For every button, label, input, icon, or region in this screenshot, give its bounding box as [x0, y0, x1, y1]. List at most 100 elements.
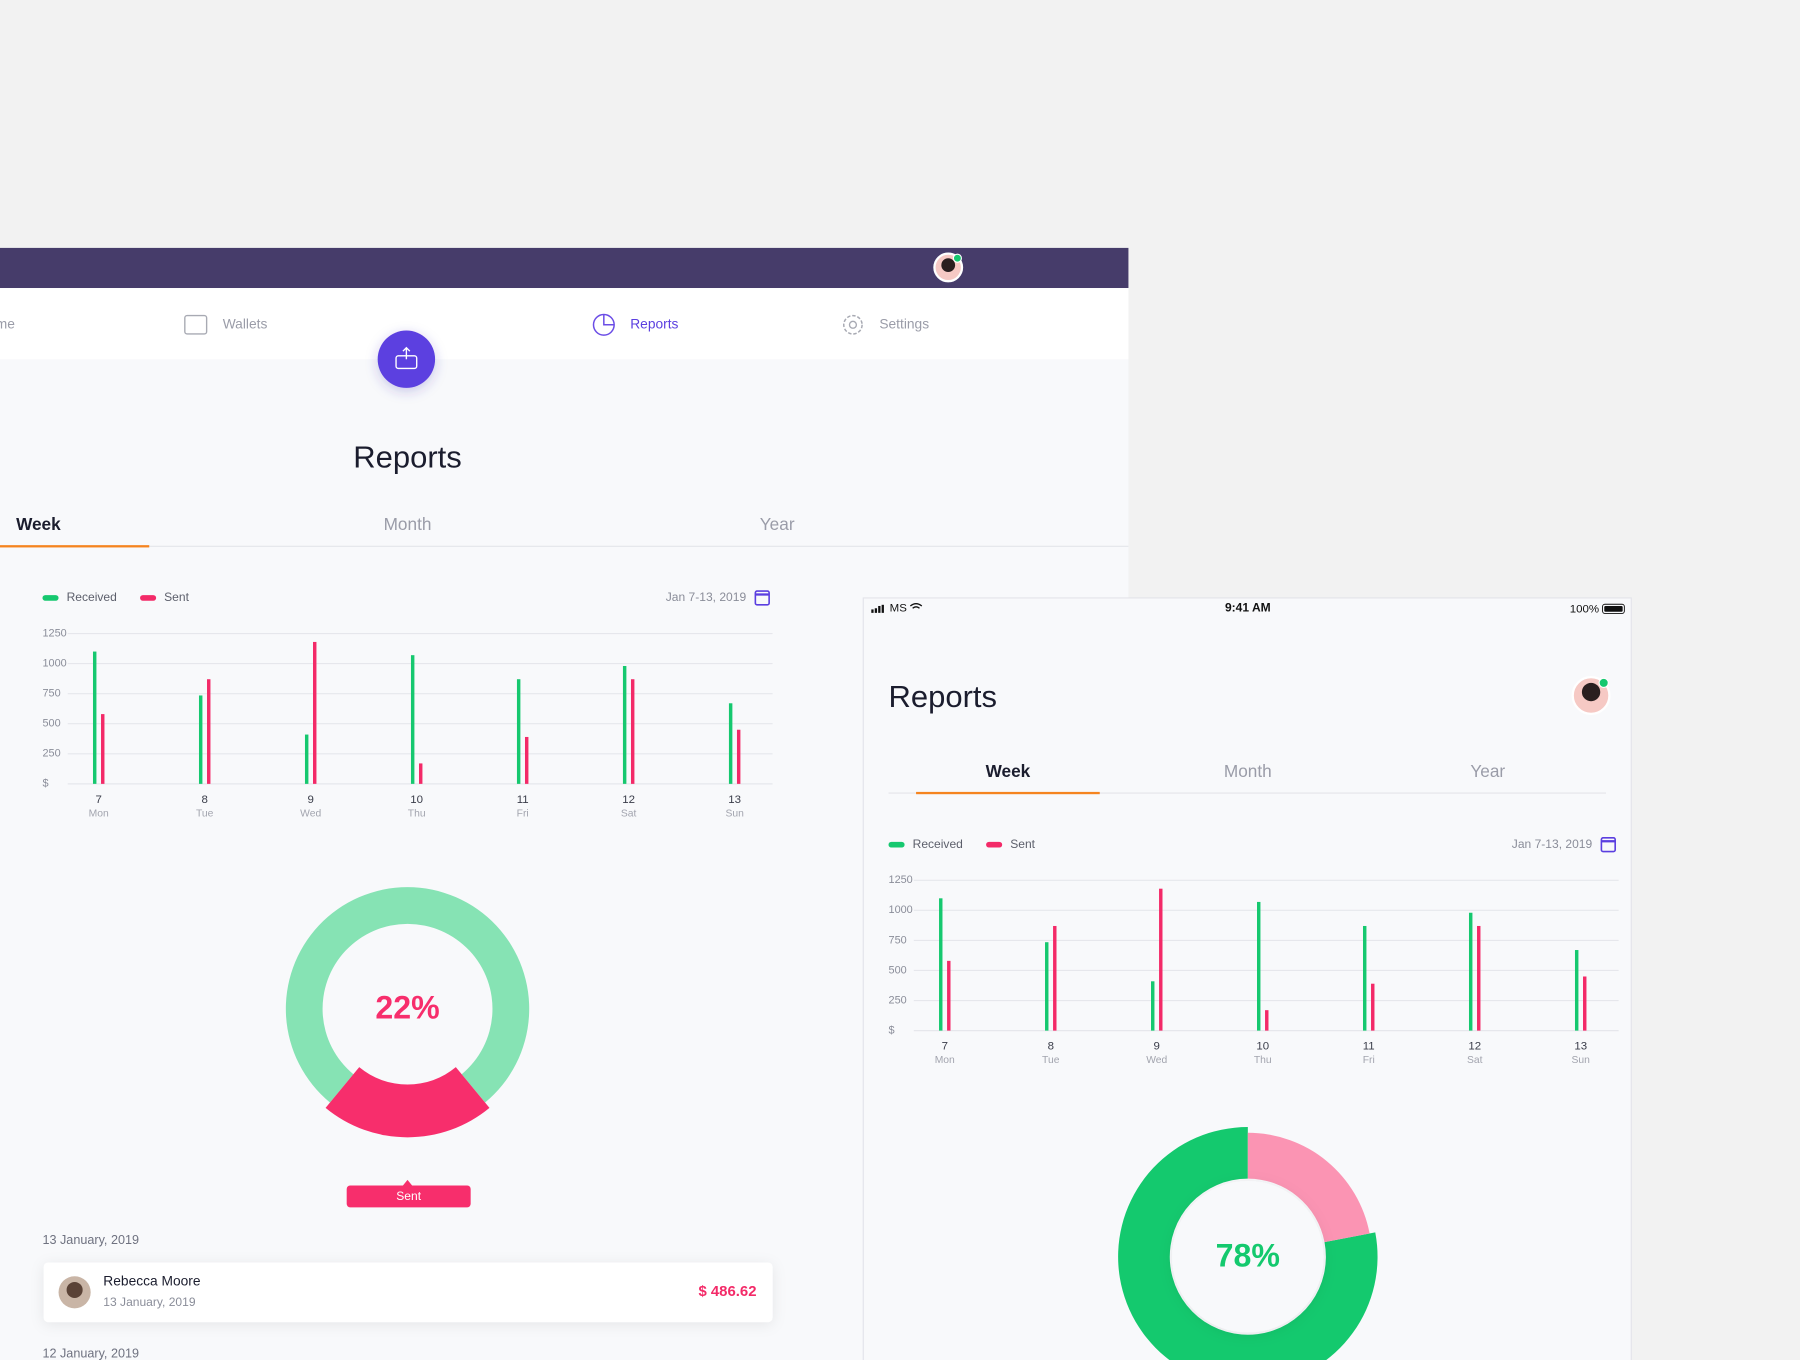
tab[interactable]: Year [1470, 761, 1505, 781]
x-tick-label: 7 [942, 1041, 948, 1053]
contact-name: Rebecca Moore [103, 1274, 201, 1289]
y-tick-label: $ [42, 778, 48, 790]
x-tick-label: 11 [1363, 1041, 1375, 1053]
donut-segment [1247, 1132, 1370, 1243]
transaction-amount: $ 486.62 [698, 1283, 756, 1300]
x-tick-label: 13 [728, 794, 741, 806]
bar [1371, 983, 1375, 1031]
x-tick-sublabel: Sat [1467, 1055, 1483, 1066]
x-tick-label: 12 [1468, 1041, 1481, 1053]
x-tick-sublabel: Thu [408, 808, 426, 819]
bar [198, 695, 203, 784]
tab[interactable]: Year [760, 514, 795, 534]
online-dot [1598, 677, 1609, 689]
date-range: Jan 7-13, 2019 [666, 590, 747, 604]
transaction-card[interactable] [43, 1262, 773, 1323]
transaction-date: 13 January, 2019 [103, 1295, 196, 1309]
bar [1468, 912, 1473, 1031]
legend-label: Sent [164, 590, 189, 604]
wallet-icon [184, 314, 208, 335]
y-tick-label: 750 [889, 934, 907, 946]
x-tick-sublabel: Sun [1572, 1055, 1591, 1066]
bar [1053, 925, 1057, 1031]
y-tick-label: 500 [42, 718, 60, 730]
group-date: 13 January, 2019 [42, 1233, 139, 1247]
page-title: Reports [353, 439, 462, 474]
carrier: MS [890, 602, 908, 614]
bar [313, 641, 317, 784]
bar [1477, 925, 1481, 1031]
x-tick-label: 7 [96, 794, 102, 806]
y-tick-label: 1250 [889, 874, 913, 886]
x-tick-sublabel: Sun [725, 808, 744, 819]
x-tick-label: 12 [622, 794, 635, 806]
bar [622, 665, 627, 784]
bar [728, 703, 733, 784]
x-tick-label: 8 [1048, 1041, 1054, 1053]
x-tick-label: 11 [517, 794, 529, 806]
bar [947, 960, 951, 1031]
bar [524, 736, 529, 784]
tab[interactable]: Month [384, 514, 432, 534]
tab-active[interactable]: Week [986, 761, 1031, 781]
legend-label: Received [67, 590, 117, 604]
bar [410, 655, 415, 784]
bar [1045, 942, 1049, 1031]
x-tick-sublabel: Mon [935, 1055, 955, 1066]
bar [736, 729, 741, 784]
nav-item[interactable]: Home [0, 316, 15, 331]
bar [92, 651, 97, 784]
bar [207, 679, 211, 784]
bar [304, 734, 309, 784]
bar [1151, 981, 1155, 1031]
nav-item[interactable]: Wallets [223, 316, 268, 331]
date-range: Jan 7-13, 2019 [1512, 837, 1593, 851]
donut-center [1172, 1180, 1324, 1333]
tab[interactable]: Month [1224, 761, 1272, 781]
y-tick-label: $ [889, 1024, 895, 1036]
x-tick-label: 9 [1154, 1041, 1160, 1053]
tooltip-label: Sent [396, 1189, 421, 1203]
bar [630, 679, 635, 784]
tab-underline [916, 791, 1100, 795]
x-tick-label: 10 [410, 794, 423, 806]
tooltip-pointer [402, 1179, 413, 1186]
x-tick-sublabel: Wed [1146, 1055, 1167, 1066]
nav-item[interactable]: Settings [879, 316, 929, 331]
signal-bar [871, 609, 874, 613]
y-tick-label: 1250 [42, 627, 66, 639]
clock: 9:41 AM [1225, 600, 1271, 614]
online-dot [952, 253, 962, 263]
bar [1362, 925, 1367, 1031]
nav-item-active[interactable]: Reports [630, 316, 678, 331]
bar [1583, 976, 1587, 1031]
x-tick-label: 10 [1256, 1041, 1269, 1053]
calendar-icon [754, 590, 770, 606]
donut-segment [325, 1067, 490, 1138]
battery-level: 100% [1570, 603, 1599, 615]
tooltip [346, 1185, 471, 1208]
tab-active[interactable]: Week [16, 514, 61, 534]
y-tick-label: 750 [42, 688, 60, 700]
x-tick-sublabel: Mon [89, 808, 109, 819]
bar [1265, 1010, 1269, 1031]
donut-segment [285, 887, 530, 1103]
settings-icon-core [848, 320, 858, 329]
y-tick-label: 500 [889, 964, 907, 976]
x-tick-label: 8 [202, 794, 208, 806]
legend-swatch [986, 841, 1003, 848]
legend-swatch [888, 841, 905, 848]
donut-center-label: 22% [375, 989, 439, 1025]
legend-swatch [42, 595, 59, 601]
battery-fill [1604, 605, 1623, 612]
y-tick-label: 250 [889, 994, 907, 1006]
contact-avatar-hair [66, 1281, 83, 1299]
y-tick-label: 250 [42, 748, 60, 760]
nav-bar [0, 288, 1129, 360]
x-tick-label: 9 [308, 794, 314, 806]
y-tick-label: 1000 [42, 657, 66, 669]
legend-swatch [140, 595, 157, 601]
avatar-hair [1581, 682, 1601, 702]
battery-icon [1602, 603, 1625, 614]
